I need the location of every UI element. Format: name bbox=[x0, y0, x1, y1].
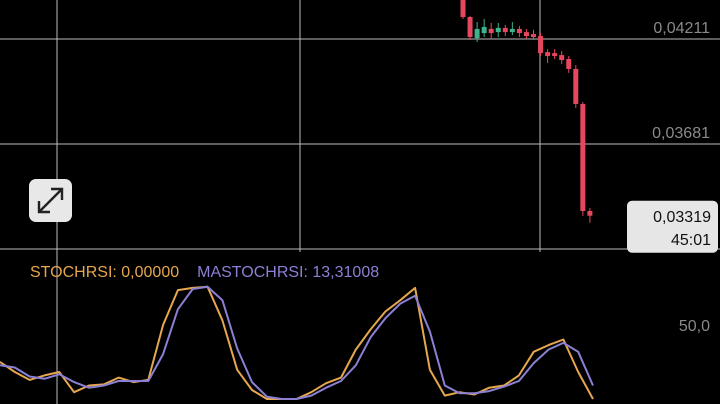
candle-body bbox=[545, 52, 551, 57]
candle-body bbox=[467, 17, 473, 38]
candle-body bbox=[488, 28, 494, 34]
expand-button[interactable] bbox=[29, 179, 72, 222]
candle-body bbox=[573, 68, 579, 105]
candle-body bbox=[509, 28, 515, 33]
y-tick-label: 0,04211 bbox=[653, 20, 710, 37]
y-tick-label: 50,0 bbox=[679, 318, 710, 335]
price-label: 0,03319 bbox=[653, 209, 711, 226]
candle-body bbox=[566, 59, 572, 69]
indicator-line bbox=[0, 285, 594, 400]
countdown: 45:01 bbox=[671, 232, 711, 249]
candle-body bbox=[587, 210, 593, 216]
candle-body bbox=[460, 0, 466, 18]
indicator-panel bbox=[0, 285, 594, 400]
price-panel bbox=[0, 0, 720, 250]
candle-body bbox=[481, 26, 487, 34]
candle-body bbox=[552, 53, 558, 57]
candle-body bbox=[538, 36, 544, 54]
candle-body bbox=[474, 28, 480, 39]
candle-body bbox=[523, 32, 529, 37]
price-tag bbox=[627, 200, 718, 253]
candle-body bbox=[502, 27, 508, 33]
legend-label: MASTOCHRSI: 13,31008 bbox=[197, 264, 379, 281]
candle-body bbox=[531, 34, 536, 38]
overlay: 0,042110,036810,031510,0331945:0150,0STO… bbox=[30, 20, 718, 335]
legend-label: STOCHRSI: 0,00000 bbox=[30, 264, 179, 281]
expand-icon bbox=[37, 187, 64, 214]
candle-body bbox=[580, 104, 586, 211]
candle-body bbox=[516, 28, 522, 34]
candle-body bbox=[495, 27, 501, 33]
candle-body bbox=[559, 55, 565, 61]
y-tick-label: 0,03681 bbox=[652, 125, 710, 142]
